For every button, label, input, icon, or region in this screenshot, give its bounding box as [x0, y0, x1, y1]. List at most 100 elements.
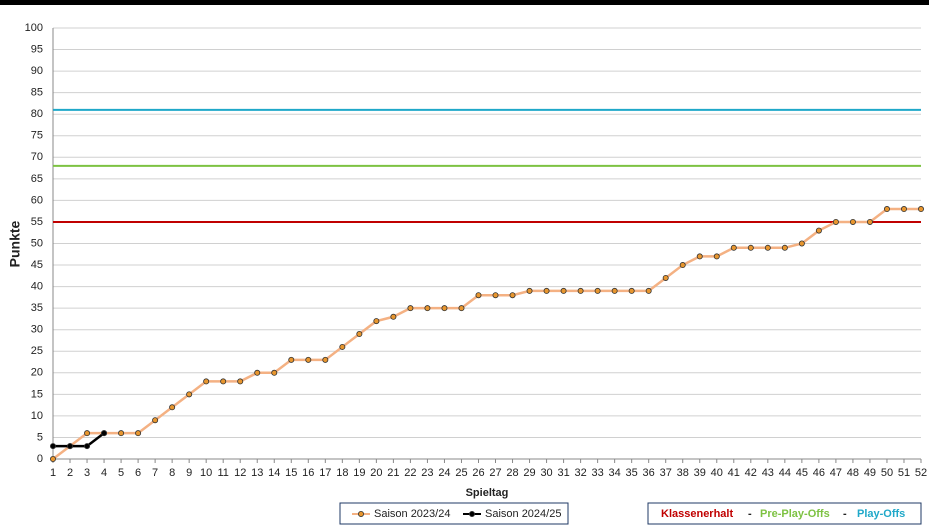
- data-point: [101, 430, 108, 437]
- x-tick-label: 51: [898, 467, 910, 479]
- data-point: [679, 262, 686, 269]
- data-point: [543, 287, 550, 294]
- data-point: [407, 305, 414, 312]
- legend-label: Saison 2024/25: [485, 508, 561, 520]
- data-point: [152, 417, 159, 424]
- data-point: [271, 369, 278, 376]
- x-tick-label: 32: [574, 467, 586, 479]
- data-point: [628, 287, 635, 294]
- y-tick-label: 0: [37, 453, 43, 465]
- x-tick-label: 31: [557, 467, 569, 479]
- x-tick-label: 13: [251, 467, 263, 479]
- legend-separator: -: [843, 508, 847, 520]
- reference-label: Pre-Play-Offs: [760, 508, 830, 520]
- x-tick-label: 29: [523, 467, 535, 479]
- x-axis-label: Spieltag: [466, 487, 509, 499]
- x-tick-label: 9: [186, 467, 192, 479]
- x-tick-label: 36: [643, 467, 655, 479]
- x-tick-label: 16: [302, 467, 314, 479]
- data-point: [356, 331, 363, 338]
- data-point: [135, 430, 142, 437]
- data-point: [662, 274, 669, 281]
- x-tick-label: 30: [540, 467, 552, 479]
- x-tick-label: 7: [152, 467, 158, 479]
- y-tick-label: 40: [31, 281, 43, 293]
- data-point: [900, 206, 907, 213]
- data-point: [186, 391, 193, 398]
- x-tick-label: 37: [660, 467, 672, 479]
- data-point: [441, 305, 448, 312]
- x-tick-label: 22: [404, 467, 416, 479]
- legend-marker: [468, 510, 475, 517]
- data-point: [67, 443, 74, 450]
- y-tick-label: 100: [25, 22, 43, 34]
- data-point: [696, 253, 703, 260]
- data-point: [373, 318, 380, 325]
- x-tick-label: 14: [268, 467, 280, 479]
- x-tick-label: 21: [387, 467, 399, 479]
- series-line: [52, 207, 921, 460]
- x-tick-label: 50: [881, 467, 893, 479]
- x-tick-label: 15: [285, 467, 297, 479]
- data-point: [203, 378, 210, 385]
- x-tick-label: 28: [506, 467, 518, 479]
- x-tick-label: 42: [745, 467, 757, 479]
- legend-box: [339, 502, 569, 525]
- x-tick-label: 49: [864, 467, 876, 479]
- x-tick-label: 34: [609, 467, 621, 479]
- data-point: [866, 218, 873, 225]
- y-tick-label: 90: [31, 65, 43, 77]
- x-tick-label: 44: [779, 467, 791, 479]
- x-tick-label: 48: [847, 467, 859, 479]
- y-tick-label: 85: [31, 87, 43, 99]
- data-point: [832, 218, 839, 225]
- y-tick-label: 30: [31, 324, 43, 336]
- x-tick-label: 26: [472, 467, 484, 479]
- y-tick-label: 45: [31, 259, 43, 271]
- x-tick-label: 45: [796, 467, 808, 479]
- data-point: [747, 244, 754, 251]
- x-tick-label: 24: [438, 467, 450, 479]
- data-point: [781, 244, 788, 251]
- x-tick-label: 52: [915, 467, 927, 479]
- y-tick-label: 35: [31, 302, 43, 314]
- x-tick-label: 11: [217, 467, 228, 479]
- x-tick-label: 10: [200, 467, 212, 479]
- legend-separator: -: [748, 508, 752, 520]
- y-tick-label: 60: [31, 194, 43, 206]
- x-tick-label: 39: [694, 467, 706, 479]
- y-tick-label: 75: [31, 130, 43, 142]
- data-point: [526, 287, 533, 294]
- x-tick-label: 25: [455, 467, 467, 479]
- legend-box: [647, 502, 922, 525]
- x-tick-label: 19: [353, 467, 365, 479]
- x-tick-label: 38: [677, 467, 689, 479]
- y-tick-label: 95: [31, 43, 43, 55]
- data-point: [713, 253, 720, 260]
- data-point: [84, 430, 91, 437]
- data-point: [475, 292, 482, 299]
- data-point: [424, 305, 431, 312]
- reference-label: Klassenerhalt: [661, 508, 733, 520]
- x-tick-label: 1: [50, 467, 56, 479]
- y-axis-label: Punkte: [7, 220, 23, 267]
- legend-label: Saison 2023/24: [374, 508, 450, 520]
- x-tick-label: 4: [101, 467, 107, 479]
- data-point: [815, 227, 822, 234]
- x-tick-label: 23: [421, 467, 433, 479]
- data-point: [560, 287, 567, 294]
- x-tick-label: 41: [728, 467, 740, 479]
- data-point: [254, 369, 261, 376]
- x-tick-label: 5: [118, 467, 124, 479]
- data-point: [220, 378, 227, 385]
- data-point: [764, 244, 771, 251]
- data-point: [322, 356, 329, 363]
- x-tick-label: 18: [336, 467, 348, 479]
- data-point: [645, 287, 652, 294]
- y-tick-label: 25: [31, 345, 43, 357]
- x-tick-label: 35: [626, 467, 638, 479]
- x-tick-label: 12: [234, 467, 246, 479]
- series-line: [53, 432, 105, 448]
- y-tick-label: 65: [31, 173, 43, 185]
- data-point: [50, 443, 57, 450]
